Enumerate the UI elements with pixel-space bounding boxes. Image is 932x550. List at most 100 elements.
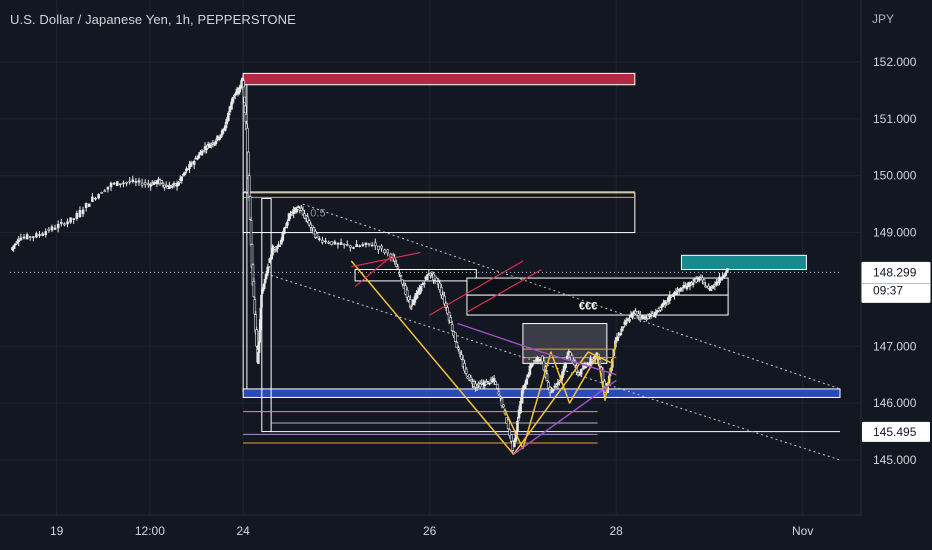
y-tick-label: 151.000 [873, 112, 917, 126]
candle-body [712, 285, 715, 288]
candle-body [203, 146, 207, 150]
candle-body [533, 361, 536, 363]
candle-body [253, 299, 257, 315]
channel-lower [261, 271, 841, 461]
candle-body [640, 315, 644, 318]
candle-body [618, 333, 622, 336]
candle-body [715, 281, 718, 285]
candle-body [547, 382, 550, 389]
candle-body [260, 294, 263, 308]
candle-body [364, 242, 368, 246]
candle-body [56, 223, 60, 229]
current-price-value: 148.299 [873, 265, 917, 279]
candle-body [318, 238, 321, 240]
candle-body [513, 440, 516, 447]
candle-body [72, 218, 76, 220]
candle-body [342, 243, 346, 246]
range-box [242, 192, 636, 234]
candle-body [220, 130, 224, 136]
candle-body [247, 175, 251, 198]
candle-body [279, 239, 283, 245]
candle-body [205, 148, 208, 150]
candle-body [112, 182, 116, 185]
consolidation-box [354, 269, 477, 282]
candle-body [407, 296, 410, 301]
candle-body [249, 220, 253, 246]
candle-body [458, 352, 462, 355]
candle-body [161, 183, 165, 186]
candle-body [297, 206, 300, 208]
candle-body [502, 404, 505, 408]
time-axis[interactable]: 19 12:00 24 26 28 Nov [50, 524, 813, 538]
candle-body [446, 307, 449, 315]
candle-body [100, 192, 104, 194]
candle-body [35, 233, 38, 238]
candle-body [680, 289, 684, 292]
candle-body [208, 145, 212, 148]
candle-body [553, 385, 557, 388]
candle-body [651, 313, 655, 316]
candle-body [519, 401, 522, 414]
candle-body [32, 236, 35, 238]
candle-body [195, 158, 199, 160]
candle-body [219, 134, 222, 138]
x-tick-label: 12:00 [135, 524, 165, 538]
candle-body [642, 317, 645, 320]
candle-body [469, 376, 473, 380]
drawings-back [10, 72, 841, 461]
candle-body [192, 160, 196, 165]
candle-body [564, 362, 567, 369]
candle-body [520, 390, 524, 404]
candle-body [624, 320, 628, 324]
candle-body [284, 226, 288, 229]
candle-body [214, 140, 218, 144]
candle-body [324, 240, 327, 243]
candle-body [659, 307, 662, 311]
candle-body [506, 419, 510, 429]
y-tick-label: 146.000 [873, 396, 917, 410]
candle-body [315, 233, 319, 238]
candle-body [621, 326, 625, 329]
candle-body [180, 176, 184, 181]
candle-body [724, 272, 728, 276]
candle-body [281, 232, 285, 241]
candle-body [171, 184, 174, 187]
current-price-tag [861, 261, 931, 303]
candle-body [91, 196, 94, 202]
x-tick-label: 19 [50, 524, 64, 538]
candle-body [106, 186, 110, 190]
candle-body [525, 378, 529, 385]
candle-body [494, 381, 498, 385]
candle-body [719, 277, 723, 281]
pattern-wave [350, 260, 613, 456]
candle-body [109, 182, 113, 188]
candle-body [94, 197, 97, 200]
candle-body [558, 380, 561, 383]
candle-body [330, 241, 334, 245]
candle-body [115, 181, 119, 186]
candle-body [643, 316, 647, 319]
price-axis[interactable]: 152.000 151.000 150.000 149.000 147.000 146.0… [873, 55, 917, 467]
candle-body [300, 207, 303, 211]
red-line-1 [351, 251, 421, 268]
candle-body [561, 371, 564, 378]
candle-body [81, 209, 85, 215]
candle-body [355, 244, 358, 248]
y-tick-label: 152.000 [873, 55, 917, 69]
candle-body [491, 380, 494, 382]
candle-body [131, 179, 135, 182]
candle-body [19, 237, 23, 241]
candle-body [383, 249, 386, 254]
candle-body [555, 384, 558, 387]
candle-body [460, 354, 463, 360]
candle-body [691, 282, 695, 285]
candle-body [367, 243, 371, 245]
candle-body [301, 209, 305, 215]
candle-body [500, 398, 504, 407]
candle-body [710, 287, 714, 290]
candle-body [426, 274, 429, 280]
candle-body [485, 381, 488, 385]
candle-body [370, 244, 374, 247]
candle-body [307, 220, 311, 226]
